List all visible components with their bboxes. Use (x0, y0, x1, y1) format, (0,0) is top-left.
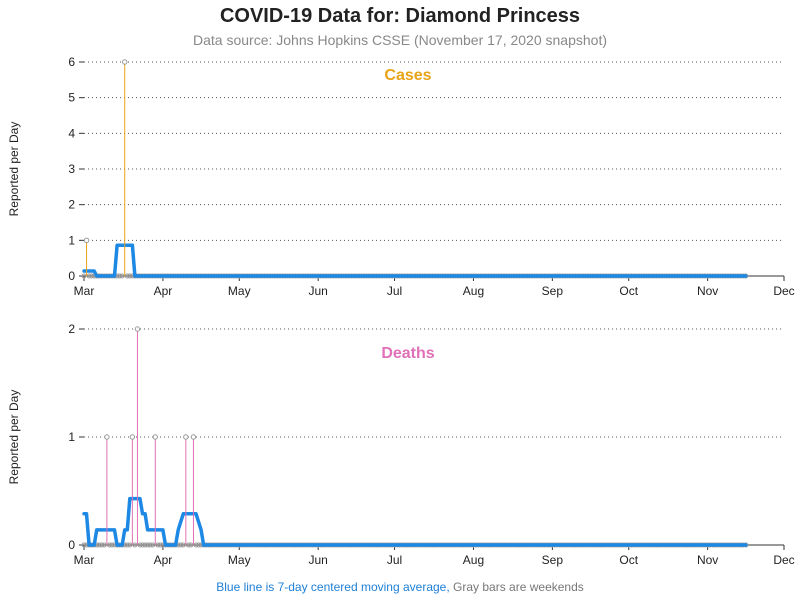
daily-point (122, 59, 128, 65)
x-tick-label: May (228, 553, 251, 567)
y-tick-label: 0 (68, 538, 75, 552)
daily-point (188, 542, 194, 548)
daily-point (145, 542, 151, 548)
x-tick-label: Nov (697, 284, 718, 298)
moving-average-line (82, 243, 748, 278)
y-tick-label: 6 (68, 55, 75, 69)
x-tick-label: Jun (309, 284, 328, 298)
daily-point (119, 273, 125, 279)
daily-point (150, 542, 156, 548)
y-tick-label: 2 (68, 198, 75, 212)
x-tick-label: Dec (773, 553, 794, 567)
daily-point (127, 542, 133, 548)
daily-point (157, 542, 163, 548)
y-axis-label: Reported per Day (7, 122, 21, 217)
daily-point (152, 434, 158, 440)
x-tick-label: Mar (74, 284, 95, 298)
daily-point (129, 434, 136, 440)
x-tick-label: Sep (542, 553, 564, 567)
daily-point (196, 542, 202, 548)
daily-point (101, 542, 107, 548)
y-tick-label: 0 (68, 269, 75, 283)
panel-label: Cases (384, 67, 431, 84)
x-tick-label: May (228, 284, 251, 298)
x-tick-label: Jul (387, 284, 402, 298)
x-tick-label: Apr (154, 553, 173, 567)
daily-point (147, 542, 153, 548)
daily-point (127, 273, 133, 279)
daily-point (89, 273, 95, 279)
y-axis-label: Reported per Day (7, 390, 21, 485)
daily-point (99, 542, 105, 548)
daily-point (190, 434, 197, 440)
x-tick-label: Aug (463, 284, 484, 298)
daily-point (124, 273, 130, 279)
panel-label: Deaths (381, 345, 434, 362)
daily-point (140, 542, 146, 548)
footnote-weekends: Gray bars are weekends (453, 580, 584, 594)
x-tick-label: Apr (154, 284, 173, 298)
daily-point (106, 542, 112, 548)
daily-point (86, 273, 92, 279)
y-tick-label: 1 (68, 233, 75, 247)
x-tick-label: Jun (309, 553, 328, 567)
daily-point (117, 273, 123, 279)
y-tick-label: 5 (68, 91, 75, 105)
daily-point (185, 542, 191, 548)
y-tick-label: 2 (68, 322, 75, 336)
page-subtitle: Data source: Johns Hopkins CSSE (Novembe… (193, 32, 607, 48)
panel-deaths: 0 1 2 Mar Apr May Jun Jul Aug Sep Oct Nov Dec Reporte… (7, 322, 795, 567)
daily-point (142, 542, 148, 548)
daily-point (83, 237, 90, 244)
daily-point (81, 273, 87, 279)
daily-point (180, 542, 186, 548)
y-tick-label: 1 (68, 430, 75, 444)
page-title: COVID-19 Data for: Diamond Princess (219, 5, 581, 27)
moving-average-line (82, 496, 748, 547)
daily-point (132, 542, 138, 548)
x-tick-label: Mar (74, 553, 95, 567)
x-tick-label: Oct (619, 553, 638, 567)
daily-point (183, 434, 189, 440)
y-tick-label: 4 (68, 126, 75, 140)
daily-point (109, 542, 115, 548)
daily-point (134, 326, 141, 332)
daily-point (193, 542, 199, 548)
x-tick-label: Nov (697, 553, 718, 567)
footnote-moving-average: Blue line is 7-day centered moving avera… (216, 580, 450, 594)
daily-point (124, 542, 130, 548)
x-tick-label: Sep (542, 284, 564, 298)
daily-point (137, 542, 143, 548)
y-tick-label: 3 (68, 162, 75, 176)
daily-point (81, 542, 87, 548)
x-tick-label: Jul (387, 553, 402, 567)
daily-point (104, 434, 110, 440)
panel-cases: 0 1 2 3 4 5 6 Mar Apr May Jun Jul Aug Sep Oct Nov Dec Rep… (7, 55, 795, 298)
x-tick-label: Aug (463, 553, 484, 567)
x-tick-label: Oct (619, 284, 638, 298)
daily-point (178, 542, 184, 548)
daily-point (96, 542, 102, 548)
x-tick-label: Dec (773, 284, 794, 298)
footnote: Blue line is 7-day centered moving avera… (0, 580, 800, 594)
daily-point (155, 542, 161, 548)
